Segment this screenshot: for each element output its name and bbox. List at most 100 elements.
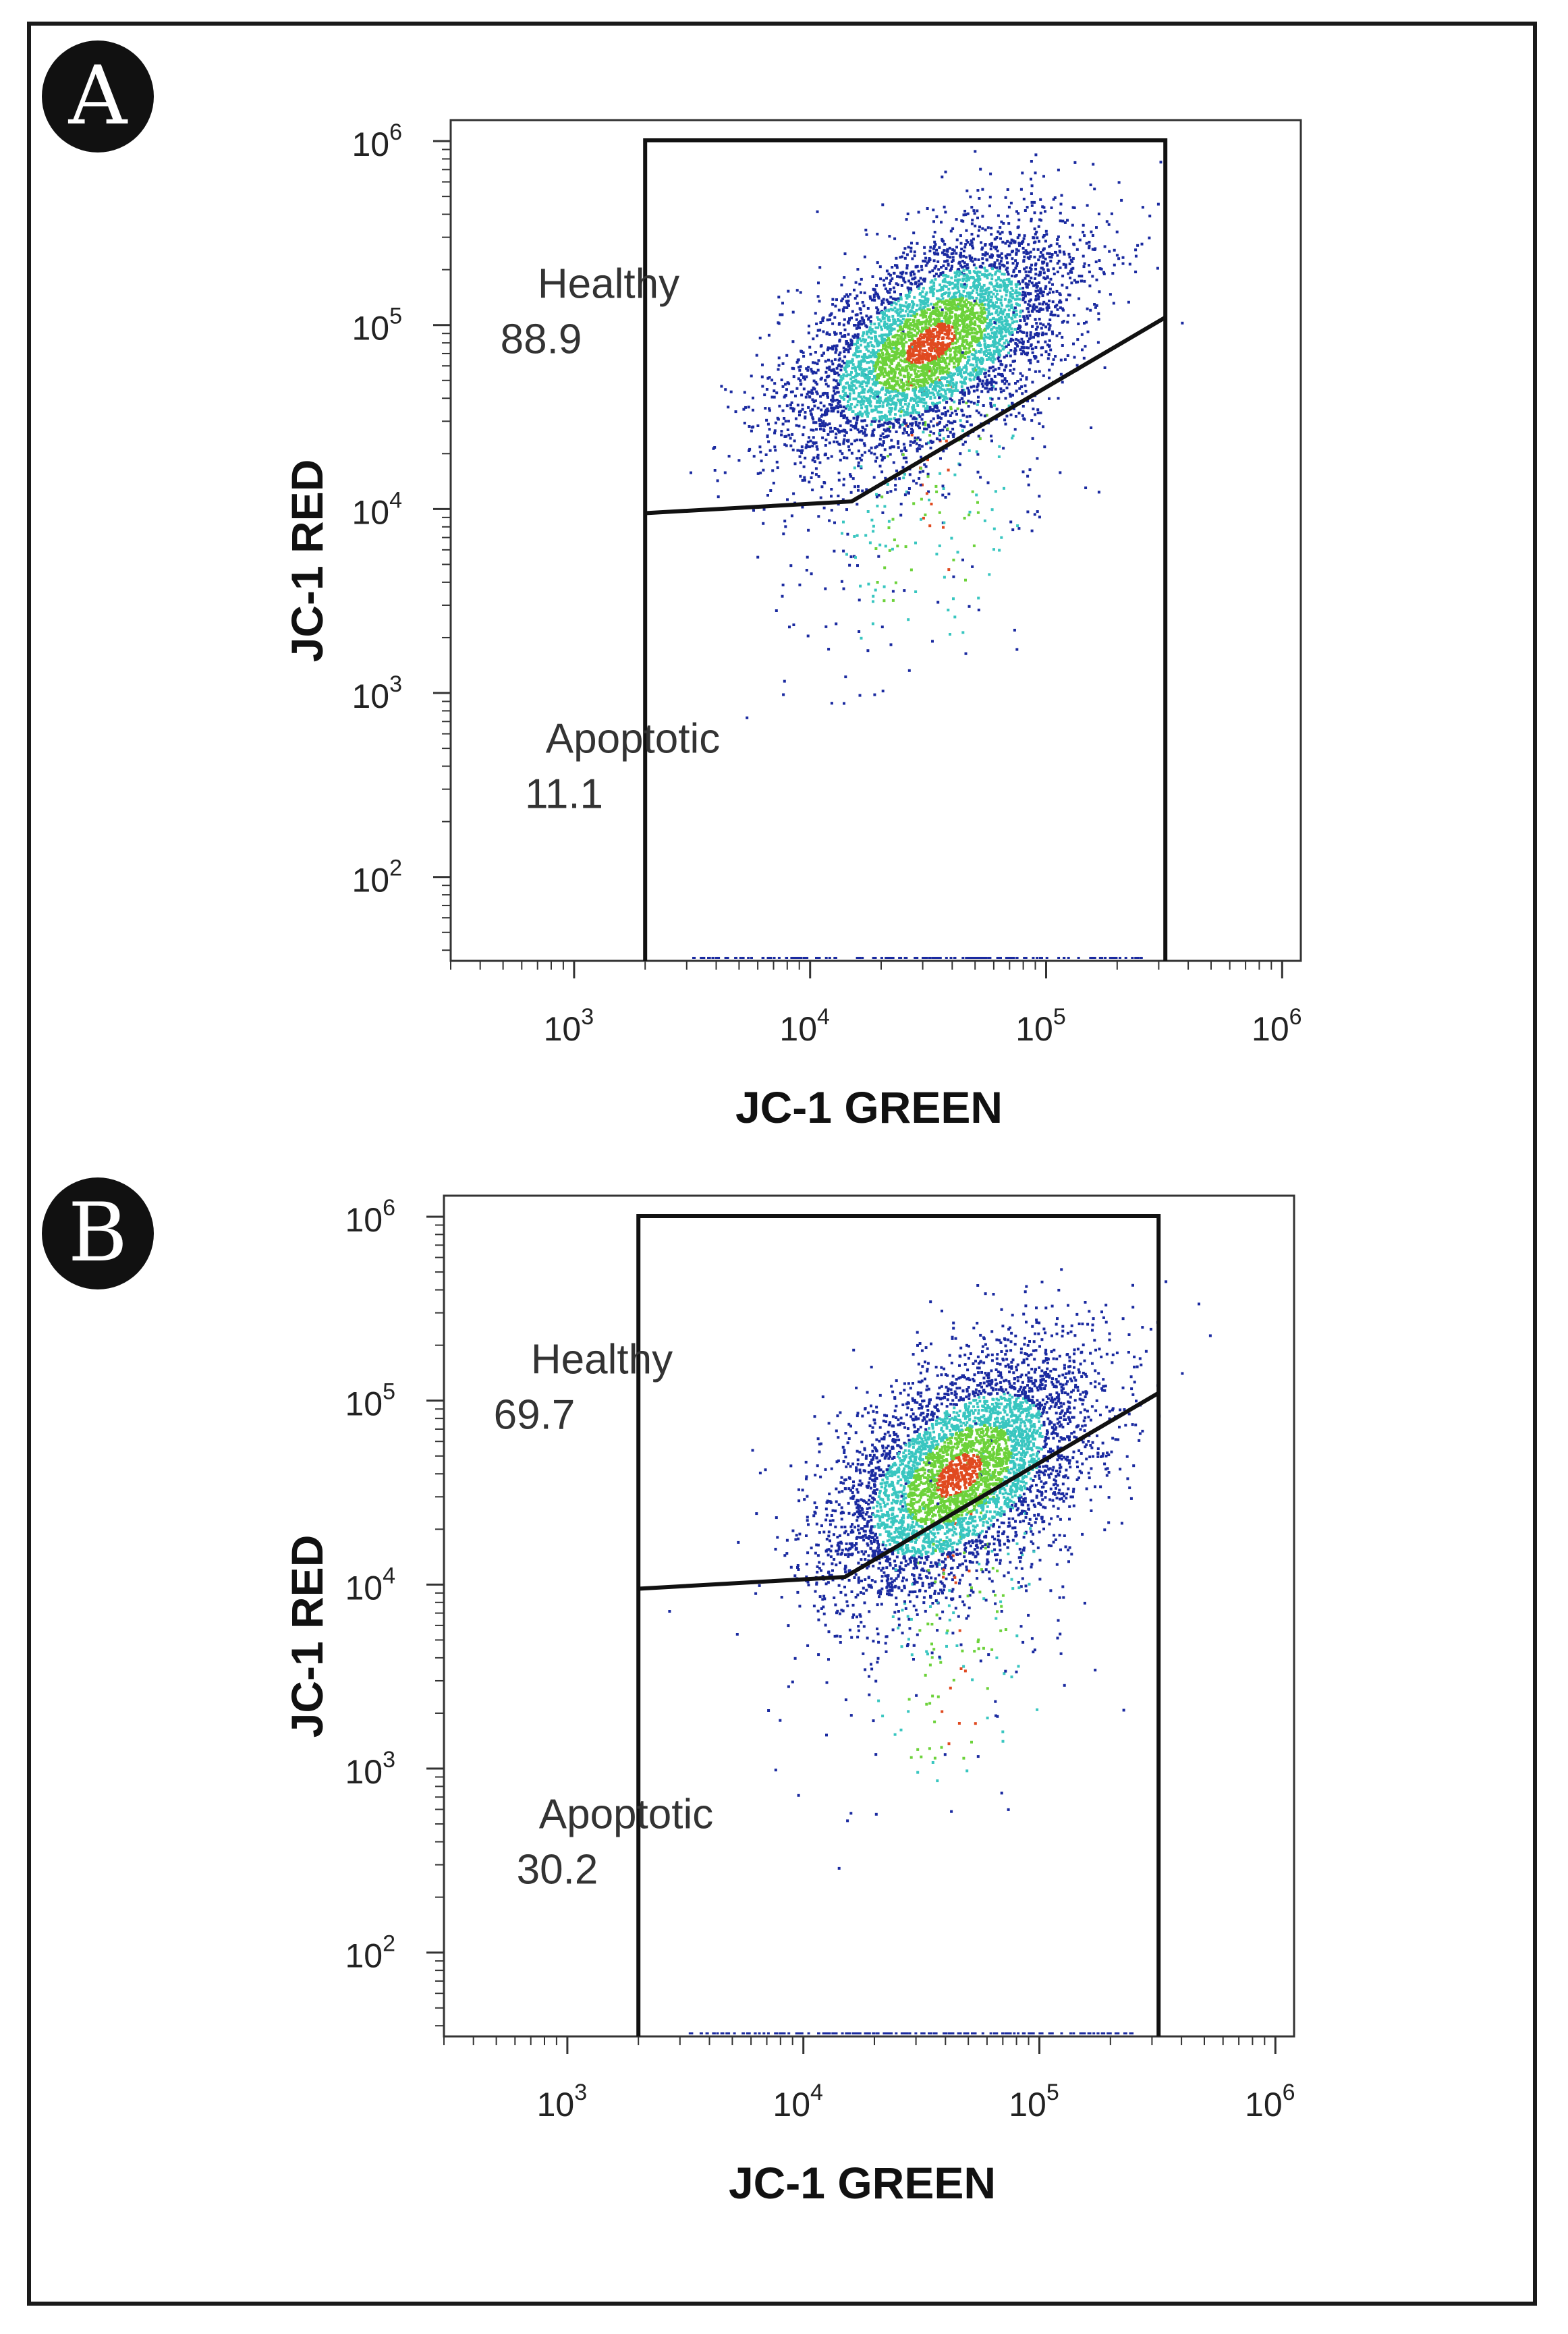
scatter-point — [1022, 259, 1026, 262]
scatter-point — [958, 278, 961, 281]
scatter-point — [837, 471, 841, 474]
scatter-point — [895, 352, 899, 355]
scatter-point — [1002, 310, 1005, 313]
scatter-point — [828, 519, 831, 522]
scatter-point — [895, 347, 898, 350]
scatter-point — [919, 483, 922, 487]
scatter-point — [912, 358, 915, 362]
scatter-point — [1077, 323, 1080, 325]
scatter-point — [858, 360, 861, 364]
scatter-point — [780, 433, 783, 437]
scatter-point — [953, 356, 957, 358]
scatter-point — [887, 337, 891, 340]
scatter-point — [789, 564, 793, 567]
scatter-point — [981, 246, 984, 250]
scatter-point — [894, 413, 897, 416]
scatter-point — [957, 362, 960, 365]
scatter-point — [795, 360, 799, 364]
scatter-point — [926, 336, 929, 339]
scatter-point — [791, 340, 795, 343]
y-tick-label: 104 — [352, 487, 402, 531]
scatter-point — [939, 457, 942, 460]
scatter-point — [973, 331, 976, 335]
scatter-point — [956, 328, 959, 331]
scatter-point — [918, 347, 922, 350]
scatter-point — [1108, 250, 1111, 253]
scatter-point — [1111, 272, 1115, 275]
scatter-point — [852, 397, 856, 401]
scatter-point — [830, 369, 833, 372]
scatter-point — [862, 380, 866, 383]
scatter-point — [983, 311, 986, 314]
scatter-point — [953, 357, 957, 360]
scatter-point — [835, 332, 838, 335]
scatter-point — [872, 594, 875, 598]
scatter-point — [1001, 273, 1004, 276]
scatter-point — [889, 273, 892, 277]
scatter-point — [867, 318, 870, 321]
scatter-point — [955, 238, 959, 242]
scatter-point — [913, 345, 916, 349]
scatter-point — [807, 528, 810, 532]
scatter-point — [793, 462, 797, 466]
scatter-point — [872, 600, 874, 603]
scatter-point — [1032, 305, 1035, 308]
scatter-point — [1055, 251, 1057, 254]
scatter-point — [1009, 369, 1012, 372]
scatter-point — [781, 362, 785, 365]
scatter-point — [873, 394, 876, 397]
scatter-point — [828, 441, 831, 445]
scatter-point — [794, 394, 797, 397]
scatter-point — [1002, 222, 1005, 225]
scatter-point — [966, 241, 970, 244]
scatter-point — [912, 302, 916, 306]
scatter-point — [853, 366, 857, 370]
scatter-point — [1097, 318, 1100, 321]
scatter-point — [1010, 275, 1013, 277]
scatter-point — [806, 445, 809, 448]
scatter-point — [979, 167, 982, 171]
scatter-point — [1001, 304, 1003, 307]
scatter-point — [895, 420, 899, 423]
scatter-point — [880, 299, 884, 302]
scatter-point — [1017, 233, 1021, 237]
scatter-point — [998, 445, 1001, 448]
scatter-point — [891, 379, 894, 383]
scatter-point — [983, 273, 986, 276]
scatter-point — [858, 337, 862, 341]
scatter-point — [1046, 343, 1049, 347]
scatter-point — [850, 443, 853, 445]
scatter-point — [1013, 241, 1016, 244]
scatter-point — [917, 447, 920, 450]
scatter-point — [916, 242, 919, 245]
scatter-point — [870, 446, 873, 449]
scatter-point — [847, 318, 851, 322]
scatter-point — [927, 260, 930, 263]
scatter-point — [932, 235, 935, 238]
scatter-point — [791, 407, 794, 410]
scatter-point — [1061, 308, 1065, 312]
scatter-point — [997, 313, 1000, 316]
scatter-point — [970, 256, 974, 260]
scatter-point — [1039, 287, 1042, 290]
scatter-point — [875, 401, 878, 404]
scatter-point — [935, 367, 939, 370]
scatter-point — [895, 302, 898, 306]
scatter-point — [812, 379, 816, 383]
scatter-point — [939, 342, 943, 345]
scatter-point — [885, 389, 888, 392]
scatter-point — [737, 459, 741, 462]
scatter-point — [882, 440, 885, 443]
scatter-point — [980, 302, 983, 306]
scatter-point — [1063, 221, 1067, 224]
scatter-point — [765, 388, 768, 391]
scatter-point — [988, 366, 992, 370]
scatter-point — [899, 256, 902, 259]
scatter-point — [965, 305, 968, 308]
scatter-point — [881, 372, 885, 375]
scatter-point — [903, 472, 906, 476]
scatter-point — [917, 279, 920, 283]
scatter-point — [843, 434, 846, 437]
scatter-point — [1005, 256, 1009, 260]
scatter-point — [1042, 300, 1046, 304]
